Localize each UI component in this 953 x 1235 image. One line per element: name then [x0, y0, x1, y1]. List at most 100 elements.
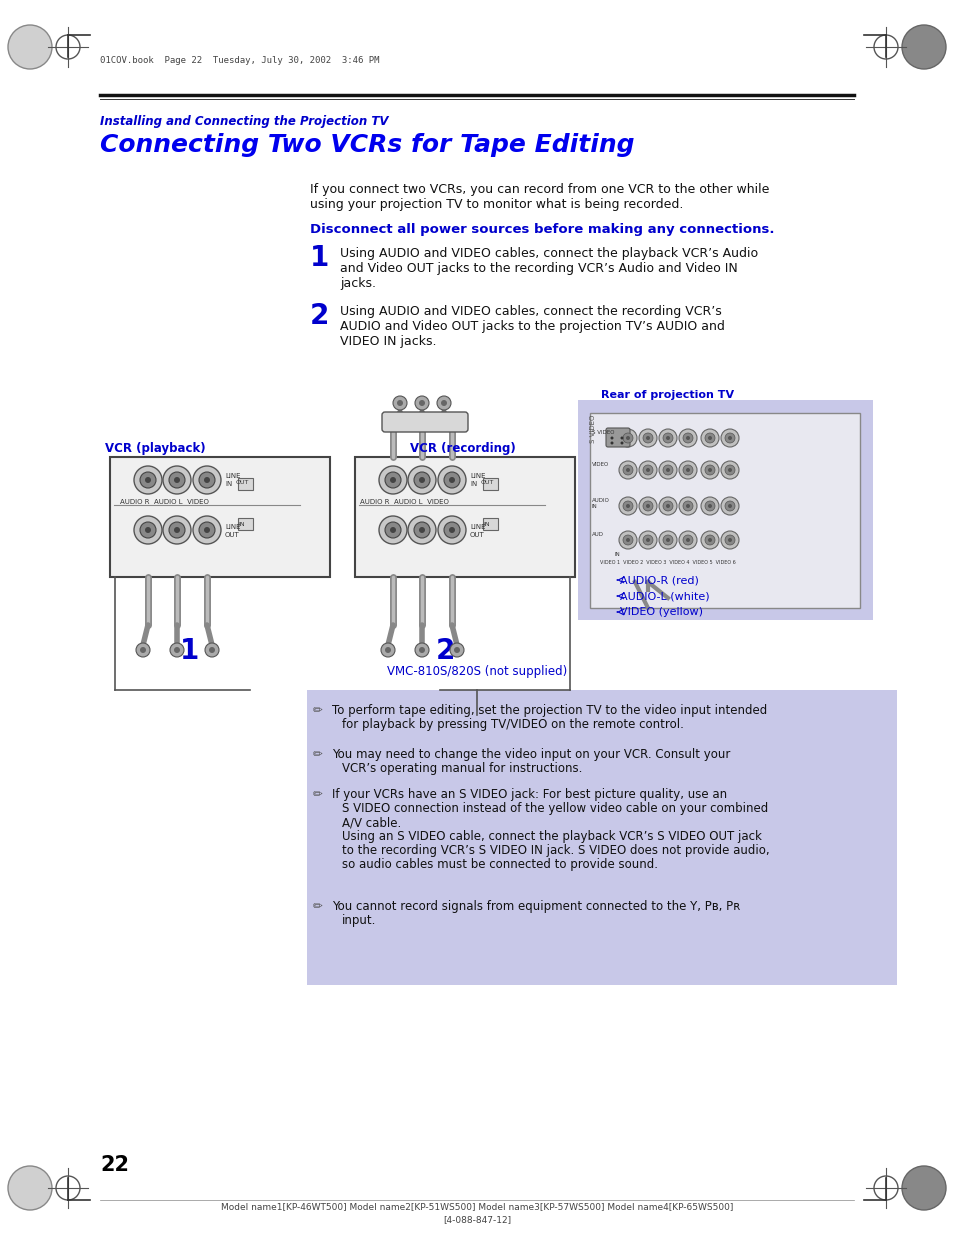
Circle shape — [645, 504, 649, 508]
Text: VIDEO 1  VIDEO 2  VIDEO 3  VIDEO 4  VIDEO 5  VIDEO 6: VIDEO 1 VIDEO 2 VIDEO 3 VIDEO 4 VIDEO 5 … — [599, 559, 735, 564]
Text: VCR (recording): VCR (recording) — [410, 442, 516, 454]
Circle shape — [193, 516, 221, 543]
Text: IN: IN — [482, 522, 489, 527]
Circle shape — [173, 477, 180, 483]
Circle shape — [700, 496, 719, 515]
Circle shape — [700, 429, 719, 447]
Circle shape — [378, 516, 407, 543]
Circle shape — [449, 527, 455, 534]
Text: AUDIO R  AUDIO L  VIDEO: AUDIO R AUDIO L VIDEO — [120, 499, 209, 505]
Text: IN: IN — [615, 552, 620, 557]
Text: VCR’s operating manual for instructions.: VCR’s operating manual for instructions. — [341, 762, 581, 776]
Bar — [307, 690, 896, 986]
Circle shape — [618, 531, 637, 550]
Circle shape — [679, 461, 697, 479]
Circle shape — [140, 647, 146, 653]
Text: AUDIO
IN: AUDIO IN — [592, 498, 609, 509]
Circle shape — [622, 501, 633, 511]
Text: LINE: LINE — [225, 473, 240, 479]
Circle shape — [679, 496, 697, 515]
Circle shape — [704, 466, 714, 475]
Circle shape — [133, 466, 162, 494]
Text: 2: 2 — [436, 637, 455, 664]
Circle shape — [145, 477, 151, 483]
Circle shape — [396, 400, 402, 406]
Circle shape — [378, 466, 407, 494]
Circle shape — [704, 433, 714, 443]
Circle shape — [408, 516, 436, 543]
Circle shape — [665, 468, 669, 472]
Circle shape — [380, 643, 395, 657]
Circle shape — [625, 468, 629, 472]
Text: AUDIO-L (white): AUDIO-L (white) — [619, 592, 709, 601]
Text: ✏: ✏ — [313, 788, 322, 802]
Circle shape — [639, 429, 657, 447]
Circle shape — [639, 531, 657, 550]
Circle shape — [173, 647, 180, 653]
Circle shape — [622, 535, 633, 545]
Circle shape — [642, 466, 652, 475]
Text: 01COV.book  Page 22  Tuesday, July 30, 2002  3:46 PM: 01COV.book Page 22 Tuesday, July 30, 200… — [100, 56, 379, 65]
Circle shape — [414, 472, 430, 488]
Circle shape — [443, 522, 459, 538]
Circle shape — [639, 496, 657, 515]
Circle shape — [449, 477, 455, 483]
Circle shape — [727, 538, 731, 542]
Circle shape — [707, 504, 711, 508]
Circle shape — [625, 538, 629, 542]
Text: IN: IN — [470, 480, 476, 487]
Circle shape — [199, 522, 214, 538]
Circle shape — [385, 647, 391, 653]
Circle shape — [618, 496, 637, 515]
Circle shape — [727, 504, 731, 508]
Circle shape — [618, 461, 637, 479]
Text: Disconnect all power sources before making any connections.: Disconnect all power sources before maki… — [310, 224, 774, 236]
Text: 1: 1 — [180, 637, 199, 664]
Circle shape — [659, 531, 677, 550]
Bar — [578, 400, 872, 620]
Circle shape — [727, 468, 731, 472]
Circle shape — [440, 400, 447, 406]
Text: S VIDEO: S VIDEO — [592, 430, 614, 435]
Circle shape — [443, 472, 459, 488]
Circle shape — [205, 643, 219, 657]
Circle shape — [393, 396, 407, 410]
Circle shape — [659, 429, 677, 447]
Bar — [482, 478, 497, 490]
Text: and Video OUT jacks to the recording VCR’s Audio and Video IN: and Video OUT jacks to the recording VCR… — [339, 262, 737, 275]
Circle shape — [145, 527, 151, 534]
Circle shape — [727, 436, 731, 440]
Bar — [482, 517, 497, 530]
Circle shape — [662, 433, 672, 443]
Circle shape — [665, 436, 669, 440]
Circle shape — [662, 535, 672, 545]
Circle shape — [642, 501, 652, 511]
Circle shape — [682, 535, 692, 545]
Circle shape — [390, 477, 395, 483]
Text: You may need to change the video input on your VCR. Consult your: You may need to change the video input o… — [332, 748, 730, 761]
Circle shape — [665, 504, 669, 508]
Text: If your VCRs have an S VIDEO jack: For best picture quality, use an: If your VCRs have an S VIDEO jack: For b… — [332, 788, 726, 802]
Text: OUT: OUT — [470, 532, 484, 538]
Circle shape — [163, 466, 191, 494]
Text: IN: IN — [237, 522, 244, 527]
Circle shape — [901, 1166, 945, 1210]
Text: so audio cables must be connected to provide sound.: so audio cables must be connected to pro… — [341, 858, 658, 871]
Text: VIDEO: VIDEO — [592, 462, 609, 467]
Text: LINE: LINE — [470, 524, 485, 530]
Text: ✏: ✏ — [313, 704, 322, 718]
Circle shape — [610, 441, 613, 445]
Text: [4-088-847-12]: [4-088-847-12] — [442, 1215, 511, 1224]
Text: IN: IN — [225, 480, 232, 487]
Circle shape — [707, 538, 711, 542]
Circle shape — [720, 496, 739, 515]
Circle shape — [199, 472, 214, 488]
Circle shape — [642, 433, 652, 443]
Text: Model name1[KP-46WT500] Model name2[KP-51WS500] Model name3[KP-57WS500] Model na: Model name1[KP-46WT500] Model name2[KP-5… — [220, 1202, 733, 1212]
Circle shape — [618, 429, 637, 447]
Circle shape — [642, 535, 652, 545]
Circle shape — [704, 501, 714, 511]
Bar — [237, 517, 253, 530]
Circle shape — [720, 429, 739, 447]
Text: input.: input. — [341, 914, 376, 927]
